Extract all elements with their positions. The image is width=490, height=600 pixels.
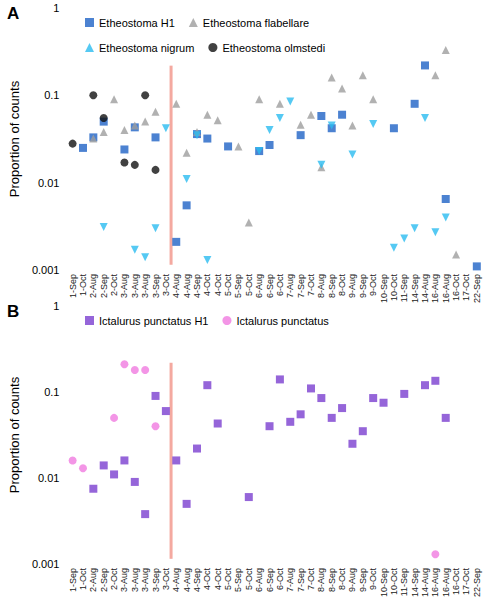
svg-text:2-Oct: 2-Oct (109, 567, 119, 590)
svg-text:10-Sep: 10-Sep (379, 568, 389, 597)
svg-text:16-Aug: 16-Aug (430, 274, 440, 303)
svg-text:16-Oct: 16-Oct (451, 274, 461, 302)
svg-text:7-Oct: 7-Oct (306, 274, 316, 297)
svg-text:3-Sep: 3-Sep (151, 568, 161, 592)
svg-text:1-Oct: 1-Oct (78, 567, 88, 590)
svg-text:6-Oct: 6-Oct (275, 567, 285, 590)
svg-text:2-Aug: 2-Aug (88, 568, 98, 592)
svg-text:5-Oct: 5-Oct (244, 567, 254, 590)
svg-text:1: 1 (53, 2, 59, 14)
svg-text:5-Sep: 5-Sep (233, 274, 243, 298)
svg-text:7-Sep: 7-Sep (296, 568, 306, 592)
svg-text:14-Sep: 14-Sep (410, 274, 420, 303)
svg-text:10-Oct: 10-Oct (389, 274, 399, 302)
svg-text:0.01: 0.01 (38, 177, 59, 189)
svg-text:4-Aug: 4-Aug (182, 568, 192, 592)
svg-text:2-Oct: 2-Oct (109, 274, 119, 297)
svg-text:3-Sep: 3-Sep (151, 274, 161, 298)
svg-text:1-Sep: 1-Sep (68, 274, 78, 298)
svg-text:Etheostoma nigrum: Etheostoma nigrum (99, 42, 194, 54)
svg-text:11-Sep: 11-Sep (399, 568, 409, 596)
svg-text:16-Oct: 16-Oct (451, 567, 461, 595)
svg-text:22-Sep: 22-Sep (472, 274, 482, 303)
svg-text:3-Aug: 3-Aug (130, 274, 140, 298)
svg-text:3-Aug: 3-Aug (130, 568, 140, 592)
svg-text:6-Aug: 6-Aug (254, 274, 264, 298)
svg-text:17-Oct: 17-Oct (461, 274, 471, 302)
svg-text:8-Sep: 8-Sep (327, 568, 337, 592)
svg-text:10-Sep: 10-Sep (379, 274, 389, 303)
svg-text:3-Oct: 3-Oct (161, 567, 171, 590)
svg-text:A: A (7, 4, 19, 23)
svg-text:0.001: 0.001 (32, 558, 60, 570)
svg-text:8-Oct: 8-Oct (337, 274, 347, 297)
svg-text:8-Sep: 8-Sep (327, 274, 337, 298)
svg-text:3-Aug: 3-Aug (119, 274, 129, 298)
svg-text:16-Aug: 16-Aug (430, 568, 440, 597)
svg-text:16-Aug: 16-Aug (441, 274, 451, 303)
svg-text:5-Oct: 5-Oct (223, 567, 233, 590)
svg-text:14-Sep: 14-Sep (410, 568, 420, 597)
svg-text:14-Aug: 14-Aug (420, 274, 430, 303)
svg-text:8-Aug: 8-Aug (316, 568, 326, 592)
svg-text:Etheostoma flabellare: Etheostoma flabellare (203, 17, 309, 29)
svg-text:5-Sep: 5-Sep (233, 568, 243, 592)
svg-text:Proportion of counts: Proportion of counts (7, 376, 22, 493)
svg-text:0.1: 0.1 (44, 89, 59, 101)
svg-text:3-Aug: 3-Aug (140, 568, 150, 592)
svg-text:5-Oct: 5-Oct (223, 274, 233, 297)
svg-text:0.01: 0.01 (38, 472, 59, 484)
svg-text:6-Sep: 6-Sep (265, 568, 275, 592)
svg-text:Ictalurus punctatus H1: Ictalurus punctatus H1 (99, 315, 208, 327)
svg-text:9-Sep: 9-Sep (358, 568, 368, 592)
svg-text:Etheostoma olmstedi: Etheostoma olmstedi (222, 42, 325, 54)
svg-text:Ictalurus punctatus: Ictalurus punctatus (236, 315, 329, 327)
svg-text:17-Oct: 17-Oct (461, 567, 471, 595)
svg-text:7-Aug: 7-Aug (285, 274, 295, 298)
svg-text:4-Aug: 4-Aug (171, 274, 181, 298)
svg-text:9-Aug: 9-Aug (347, 274, 357, 298)
svg-text:9-Sep: 9-Sep (358, 274, 368, 298)
svg-text:4-Oct: 4-Oct (202, 567, 212, 590)
svg-text:11-Sep: 11-Sep (399, 274, 409, 302)
svg-text:16-Aug: 16-Aug (441, 568, 451, 597)
svg-text:4-Oct: 4-Oct (202, 274, 212, 297)
svg-text:1-Sep: 1-Sep (68, 568, 78, 592)
svg-text:6-Aug: 6-Aug (254, 568, 264, 592)
svg-text:3-Oct: 3-Oct (161, 274, 171, 297)
svg-text:2-Sep: 2-Sep (99, 274, 109, 298)
svg-text:Proportion of counts: Proportion of counts (7, 80, 22, 197)
svg-text:4-Sep: 4-Sep (192, 568, 202, 592)
svg-text:3-Aug: 3-Aug (119, 568, 129, 592)
svg-text:2-Aug: 2-Aug (88, 274, 98, 298)
svg-text:5-Oct: 5-Oct (244, 274, 254, 297)
svg-text:4-Sep: 4-Sep (192, 274, 202, 298)
svg-text:22-Sep: 22-Sep (472, 568, 482, 597)
svg-text:0.001: 0.001 (32, 264, 60, 276)
svg-text:7-Aug: 7-Aug (285, 568, 295, 592)
svg-text:14-Aug: 14-Aug (420, 568, 430, 597)
svg-text:9-Oct: 9-Oct (368, 274, 378, 297)
svg-text:4-Oct: 4-Oct (213, 274, 223, 297)
svg-text:10-Oct: 10-Oct (389, 567, 399, 595)
svg-text:9-Oct: 9-Oct (368, 567, 378, 590)
svg-text:7-Sep: 7-Sep (296, 274, 306, 298)
svg-text:4-Oct: 4-Oct (213, 567, 223, 590)
svg-text:Etheostoma H1: Etheostoma H1 (99, 17, 175, 29)
svg-text:9-Aug: 9-Aug (347, 568, 357, 592)
svg-text:2-Sep: 2-Sep (99, 568, 109, 592)
svg-text:B: B (7, 302, 19, 321)
svg-text:1: 1 (53, 300, 59, 312)
svg-text:7-Oct: 7-Oct (306, 567, 316, 590)
svg-text:8-Aug: 8-Aug (316, 274, 326, 298)
svg-text:6-Sep: 6-Sep (265, 274, 275, 298)
svg-text:3-Aug: 3-Aug (140, 274, 150, 298)
svg-text:4-Aug: 4-Aug (182, 274, 192, 298)
svg-text:6-Oct: 6-Oct (275, 274, 285, 297)
svg-text:4-Aug: 4-Aug (171, 568, 181, 592)
svg-text:1-Oct: 1-Oct (78, 274, 88, 297)
svg-text:8-Oct: 8-Oct (337, 567, 347, 590)
svg-text:0.1: 0.1 (44, 386, 59, 398)
